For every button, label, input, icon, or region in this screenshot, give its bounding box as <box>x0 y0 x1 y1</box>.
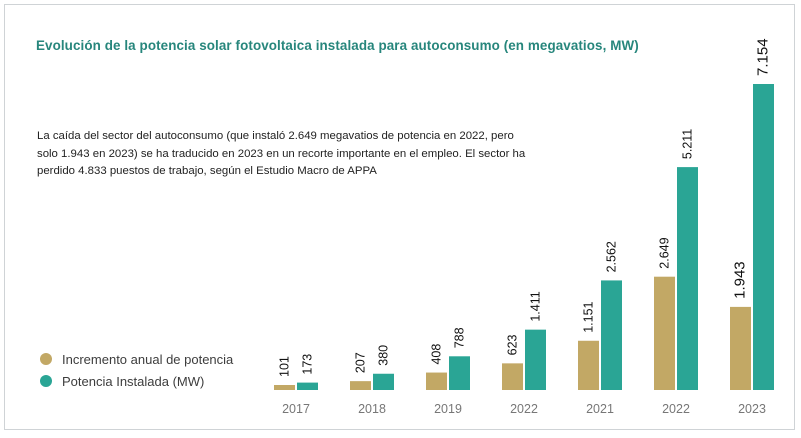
legend-label-installed: Potencia Instalada (MW) <box>62 373 205 389</box>
data-label-annual-5: 2.649 <box>658 237 672 268</box>
data-label-installed-2: 788 <box>453 327 467 348</box>
data-label-installed-5: 5.211 <box>681 129 695 159</box>
bar-annual-2 <box>426 372 447 390</box>
x-tick-label-3: 2022 <box>510 402 538 416</box>
data-label-annual-6: 1.943 <box>732 261 749 299</box>
data-label-installed-3: 1.411 <box>529 291 543 321</box>
bar-installed-1 <box>373 373 394 390</box>
bar-annual-3 <box>502 363 523 390</box>
data-label-annual-1: 207 <box>354 352 368 373</box>
bar-installed-0 <box>297 382 318 390</box>
bar-annual-1 <box>350 381 371 390</box>
x-tick-label-2: 2019 <box>434 402 462 416</box>
bar-annual-5 <box>654 276 675 390</box>
x-tick-label-6: 2023 <box>738 402 766 416</box>
bar-installed-3 <box>525 329 546 390</box>
x-tick-label-1: 2018 <box>358 402 386 416</box>
legend-swatch-installed <box>40 375 52 387</box>
legend-swatch-annual <box>40 353 52 365</box>
bar-annual-4 <box>578 340 599 390</box>
data-label-installed-1: 380 <box>377 345 391 366</box>
bar-installed-6 <box>753 84 774 390</box>
legend-item-annual: Incremento anual de potencia <box>40 348 233 370</box>
data-label-annual-0: 101 <box>278 356 292 377</box>
data-label-installed-4: 2.562 <box>605 241 619 272</box>
x-tick-label-5: 2022 <box>662 402 690 416</box>
data-label-installed-6: 7.154 <box>755 38 772 76</box>
data-label-annual-4: 1.151 <box>582 301 596 332</box>
chart-title: Evolución de la potencia solar fotovolta… <box>36 38 639 53</box>
chart-annotation: La caída del sector del autoconsumo (que… <box>37 130 526 178</box>
bar-installed-5 <box>677 167 698 390</box>
legend-label-annual: Incremento anual de potencia <box>62 351 234 367</box>
x-tick-label-4: 2021 <box>586 402 614 416</box>
chart-legend: Incremento anual de potencia Potencia In… <box>40 348 233 392</box>
data-label-installed-0: 173 <box>301 354 315 375</box>
legend-item-installed: Potencia Instalada (MW) <box>40 370 233 392</box>
data-label-annual-2: 408 <box>430 344 444 365</box>
bar-installed-2 <box>449 356 470 390</box>
bar-annual-6 <box>730 306 751 390</box>
bar-installed-4 <box>601 280 622 390</box>
x-tick-label-0: 2017 <box>282 402 310 416</box>
data-label-annual-3: 623 <box>506 334 520 355</box>
bar-annual-0 <box>274 385 295 390</box>
